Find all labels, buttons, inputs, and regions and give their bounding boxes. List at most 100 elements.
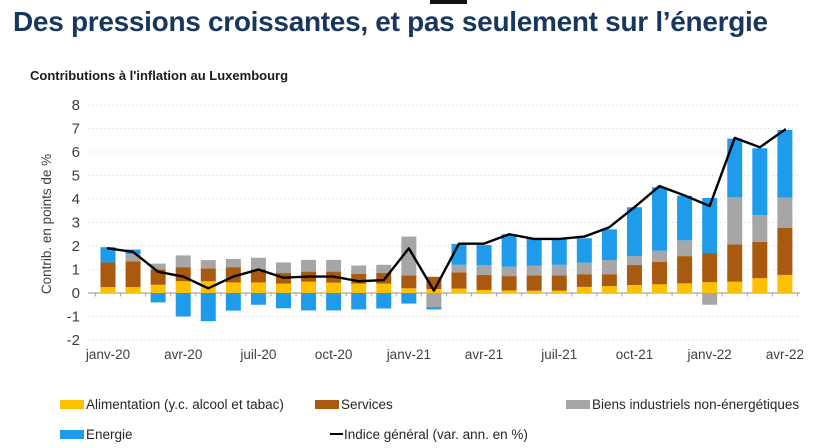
bar-segment <box>501 276 517 291</box>
bar-segment <box>301 281 317 293</box>
bar-segment <box>576 262 592 275</box>
bar-segment <box>200 293 216 322</box>
x-tick-label: avr-21 <box>465 347 503 362</box>
x-tick-label: juil-20 <box>239 347 276 362</box>
bar-segment <box>576 238 592 263</box>
x-tick-label: janv-22 <box>687 347 732 362</box>
bar-segment <box>652 284 668 293</box>
bar-segment <box>752 214 768 242</box>
y-tick-label: 4 <box>72 191 80 208</box>
bar-segment <box>526 275 542 291</box>
x-tick-label: janv-21 <box>386 347 431 362</box>
bar-segment <box>426 293 442 308</box>
bar-segment <box>100 247 116 263</box>
bar-segment <box>601 229 617 261</box>
bar-segment <box>326 259 342 272</box>
bar-segment <box>225 282 241 293</box>
bar-segment <box>351 283 367 293</box>
bar-segment <box>451 264 467 273</box>
bar-segment <box>326 293 342 311</box>
bar-segment <box>777 197 793 228</box>
bar-segment <box>250 282 266 293</box>
y-tick-label: -2 <box>67 332 80 349</box>
bar-segment <box>125 261 141 288</box>
x-tick-label: avr-22 <box>766 347 804 362</box>
bar-segment <box>476 274 492 290</box>
bar-segment <box>175 293 191 317</box>
bar-segment <box>351 293 367 310</box>
bar-segment <box>401 275 417 289</box>
bar-segment <box>301 259 317 272</box>
bar-segment <box>100 287 116 293</box>
bar-segment <box>125 287 141 293</box>
bar-segment <box>426 307 442 310</box>
bar-segment <box>451 272 467 289</box>
y-tick-label: 2 <box>72 238 80 255</box>
y-tick-label: 1 <box>72 262 80 279</box>
bar-segment <box>376 283 392 293</box>
bar-segment <box>677 283 693 293</box>
bar-segment <box>752 278 768 293</box>
bar-segment <box>225 293 241 311</box>
bar-segment <box>326 282 342 293</box>
bar-segment <box>601 260 617 275</box>
bar-segment <box>752 241 768 279</box>
bar-segment <box>476 245 492 266</box>
bar-segment <box>727 138 743 198</box>
bar-segment <box>476 289 492 293</box>
y-axis-title: Contrib. en points de % <box>39 154 54 294</box>
bar-segment <box>150 284 166 293</box>
bar-segment <box>351 273 367 284</box>
bar-segment <box>626 285 642 293</box>
bar-segment <box>250 293 266 305</box>
y-tick-label: 3 <box>72 215 80 232</box>
bar-segment <box>551 264 567 276</box>
x-tick-label: oct-21 <box>616 347 654 362</box>
y-tick-label: 5 <box>72 168 80 185</box>
bar-segment <box>501 266 517 277</box>
bar-segment <box>652 261 668 285</box>
bar-segment <box>401 236 417 276</box>
bar-segment <box>626 207 642 257</box>
bar-segment <box>652 250 668 262</box>
bar-segment <box>376 264 392 274</box>
bar-segment <box>250 269 266 283</box>
bar-segment <box>551 290 567 293</box>
bar-segment <box>501 290 517 293</box>
bar-segment <box>351 265 367 274</box>
bar-segment <box>175 281 191 293</box>
bar-segment <box>401 293 417 304</box>
index-line <box>106 128 787 292</box>
bar-segment <box>526 290 542 293</box>
screen-artifact <box>430 0 467 4</box>
bar-segment <box>702 198 718 254</box>
y-tick-label: 6 <box>72 144 80 161</box>
bar-segment <box>376 293 392 309</box>
bar-segment <box>125 254 141 262</box>
y-tick-label: 8 <box>72 97 80 114</box>
bar-segment <box>576 274 592 287</box>
bar-segment <box>501 234 517 267</box>
bar-segment <box>275 262 291 274</box>
x-tick-label: avr-20 <box>164 347 202 362</box>
bar-segment <box>601 274 617 287</box>
bar-segment <box>702 253 718 283</box>
bar-segment <box>677 256 693 284</box>
bar-segment <box>150 293 166 303</box>
x-tick-label: janv-20 <box>85 347 130 362</box>
page-title: Des pressions croissantes, et pas seulem… <box>13 6 768 37</box>
bar-segment <box>401 288 417 293</box>
x-tick-label: oct-20 <box>315 347 353 362</box>
bar-segment <box>727 197 743 245</box>
bar-segment <box>576 286 592 293</box>
bar-segment <box>652 187 668 251</box>
bar-segment <box>100 262 116 288</box>
bar-segment <box>225 258 241 268</box>
bar-segment <box>702 293 718 305</box>
bar-segment <box>677 195 693 241</box>
bar-segment <box>200 260 216 269</box>
bar-segment <box>752 148 768 215</box>
bar-segment <box>526 238 542 266</box>
